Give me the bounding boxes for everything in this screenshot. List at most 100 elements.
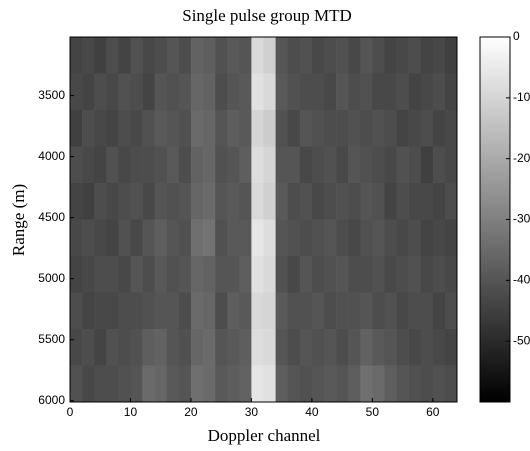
cell [311,73,325,111]
cell [287,365,301,403]
cell [94,365,107,403]
cell [360,73,373,111]
cell [190,292,204,330]
cell [94,292,107,330]
cell [166,365,180,403]
cell [94,110,107,147]
cell [360,37,373,74]
cell [118,365,131,403]
y-tick-label: 5000 [38,271,65,285]
chart-title: Single pulse group MTD [182,6,352,25]
cell [190,146,204,184]
x-tick-label: 20 [184,405,198,419]
cell [360,365,373,403]
cell [106,256,119,293]
cell [444,329,458,366]
cell [82,292,95,330]
cell [70,292,83,330]
cell [408,37,422,74]
cell [82,365,95,403]
cell [336,37,349,74]
cell [190,329,204,366]
cell [239,183,252,220]
cell [70,146,83,184]
cell [70,219,83,257]
cell [130,73,143,111]
cell [106,292,119,330]
cell [70,365,83,403]
cell [263,292,276,330]
cell [311,183,325,220]
cell [239,365,252,403]
cell [82,146,95,184]
y-tick-label: 3500 [38,88,65,102]
cell [336,365,349,403]
cell [311,292,325,330]
cell [130,256,143,293]
cell [263,146,276,184]
cell [166,37,180,74]
cell [178,73,192,111]
cell [130,219,143,257]
cell [166,73,180,111]
colorbar [479,36,511,403]
cell [82,110,95,147]
cell [275,219,288,257]
cell [142,146,155,184]
cell [336,110,349,147]
plot-frame [69,36,458,403]
cell [263,110,276,147]
cell [142,110,155,147]
cell [118,292,131,330]
cell [299,146,313,184]
cell [227,219,240,257]
cell [372,329,385,366]
cell [215,292,228,330]
cell [203,256,216,293]
cell [154,73,168,111]
cell [275,146,288,184]
cell [94,146,107,184]
cell [118,329,131,366]
cell [275,73,288,111]
cell [299,219,313,257]
cell [142,256,155,293]
cell [384,146,397,184]
cell [432,256,446,293]
cell [251,183,264,220]
cell [118,256,131,293]
cell [239,146,252,184]
cell [166,329,180,366]
cell [287,329,301,366]
cell [215,73,228,111]
cell [142,73,155,111]
cell [178,146,192,184]
cell [142,292,155,330]
cell [372,256,385,293]
cell [142,183,155,220]
cell [118,73,131,111]
cell [251,146,264,184]
cell [106,73,119,111]
cell [444,146,458,184]
cell [275,110,288,147]
y-tick-label: 6000 [38,393,65,407]
cell [396,365,409,403]
cell [154,146,168,184]
cell [203,146,216,184]
cell [154,219,168,257]
cell [360,219,373,257]
cell [408,219,422,257]
cell [142,219,155,257]
cell [178,219,192,257]
cell [396,73,409,111]
cell [287,256,301,293]
cell [348,365,361,403]
cell [130,110,143,147]
cell [432,110,446,147]
colorbar-tick-label: -40 [513,273,530,287]
cell [70,329,83,366]
cell [178,183,192,220]
cell [408,73,422,111]
cell [420,329,434,366]
